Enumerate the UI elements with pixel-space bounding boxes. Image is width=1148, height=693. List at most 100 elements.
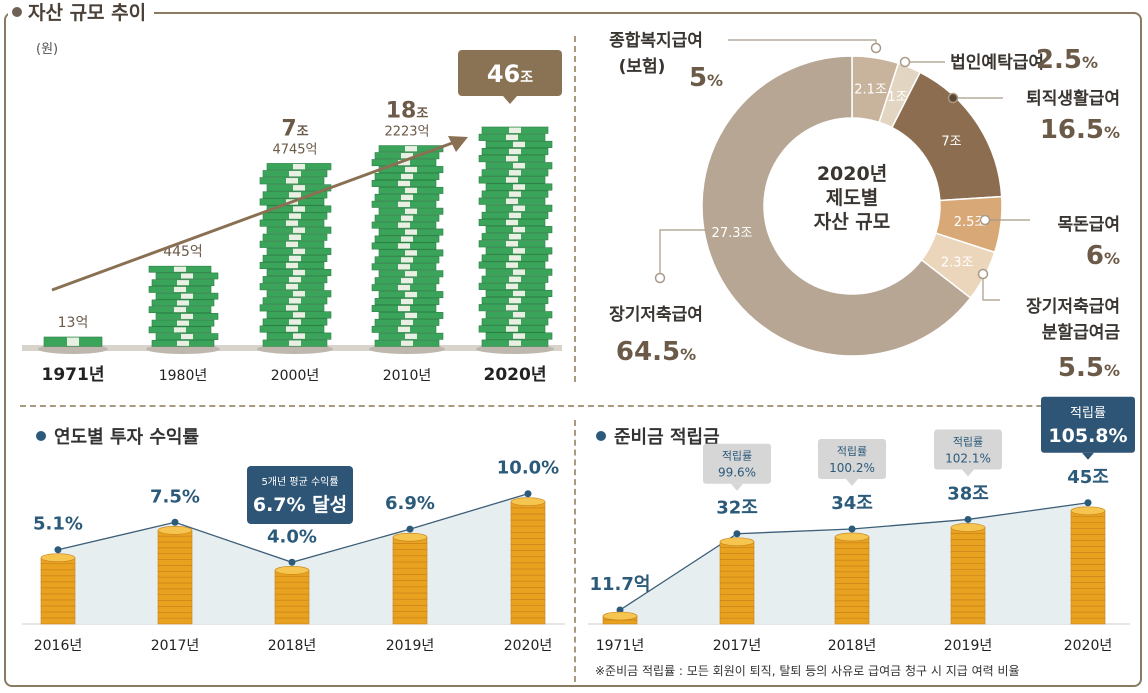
coin	[719, 582, 755, 590]
reserve-year-label: 2018년	[828, 638, 877, 654]
coin	[950, 617, 986, 625]
reserve-value-label: 34조	[831, 493, 873, 514]
coin	[157, 600, 193, 607]
bill-band	[177, 340, 189, 346]
bill-band	[286, 305, 298, 311]
coin	[719, 570, 755, 578]
bill-band	[398, 264, 410, 270]
bill-band	[174, 307, 186, 313]
asset-value-sub: 4745억	[272, 142, 317, 157]
coin	[950, 575, 986, 583]
asset-callout: 46조	[458, 50, 562, 104]
coin	[950, 551, 986, 558]
bill-band	[174, 327, 186, 333]
bill-band	[293, 206, 305, 212]
coin	[950, 611, 986, 619]
bill-band	[509, 170, 521, 176]
returns-title: 연도별 투자 수익률	[36, 426, 199, 450]
returns-callout-box	[247, 466, 353, 524]
bill-band	[513, 184, 525, 190]
slice-name-2: (보험)	[619, 56, 666, 77]
bill-band	[405, 312, 417, 319]
coin	[40, 605, 76, 613]
bill-band	[289, 213, 301, 219]
bill-band	[513, 162, 525, 169]
coin	[157, 606, 193, 613]
asset-unit-label: (원)	[36, 42, 59, 57]
coin	[274, 599, 310, 607]
coin	[834, 548, 870, 555]
bill-band	[181, 293, 193, 299]
coin	[392, 561, 428, 569]
bill-band	[513, 248, 525, 254]
bill-band	[509, 297, 521, 304]
bill-band	[398, 159, 410, 166]
coin	[40, 569, 76, 577]
coin	[719, 576, 755, 584]
leader-dot	[977, 268, 989, 280]
coin	[274, 575, 310, 583]
bill-band	[293, 248, 305, 255]
slice-name: 법인예탁급여	[950, 53, 1044, 73]
reserve-point	[964, 515, 972, 523]
leader-dot	[947, 92, 959, 104]
bill-band	[289, 192, 301, 198]
coin	[719, 559, 755, 566]
bill-band	[401, 173, 413, 180]
coin	[1070, 516, 1106, 523]
reserve-year-label: 1971년	[596, 638, 645, 654]
coin	[1070, 564, 1106, 571]
reserve-coin-stack-0	[602, 611, 638, 625]
coin	[392, 549, 428, 557]
growth-arrow-line	[51, 140, 456, 292]
coin	[1070, 528, 1106, 535]
bill-band	[506, 198, 518, 204]
bill-band	[398, 305, 410, 312]
leader-dot	[899, 56, 911, 68]
bill-band	[506, 155, 518, 162]
bill-band	[401, 194, 413, 201]
returns-year-label: 2019년	[386, 638, 435, 654]
coin	[274, 587, 310, 595]
bill-band	[513, 290, 525, 297]
coin	[392, 592, 428, 600]
bill-band	[401, 298, 413, 305]
coin	[1070, 534, 1106, 541]
coin	[950, 581, 986, 589]
returns-point	[171, 518, 179, 526]
bill-band	[401, 340, 413, 346]
reserve-value-label: 45조	[1067, 467, 1109, 488]
coin	[510, 550, 546, 558]
bill-band	[405, 291, 417, 298]
asset-value-main: 18조	[386, 99, 429, 124]
returns-value-label: 4.0%	[267, 526, 317, 547]
coin-top	[1070, 506, 1106, 516]
bill-band	[174, 286, 186, 293]
reserve-coin-stack-2	[834, 532, 870, 625]
coin	[157, 553, 193, 560]
callout-pointer	[503, 96, 517, 104]
bill-band	[289, 340, 301, 346]
bill-band	[293, 185, 305, 191]
returns-point	[288, 558, 296, 566]
returns-title-text: 연도별 투자 수익률	[54, 427, 200, 448]
bill-band	[289, 255, 301, 262]
returns-point	[524, 490, 532, 498]
coin	[510, 562, 546, 570]
ratio-badge-value: 100.2%	[829, 461, 875, 475]
ratio-badge-2: 적립률 100.2%	[818, 438, 886, 486]
coin	[40, 563, 76, 571]
asset-year-label: 1971년	[42, 365, 105, 385]
bill-band	[405, 146, 417, 152]
bill-band	[506, 326, 518, 332]
coin	[392, 605, 428, 612]
leader-line	[728, 39, 877, 48]
ratio-badge-label: 적립률	[722, 450, 752, 463]
coin-top	[950, 523, 986, 532]
donut-slice	[701, 55, 972, 357]
leader-line	[982, 274, 1000, 301]
bill-band	[67, 337, 79, 346]
asset-year-label: 1980년	[159, 368, 208, 384]
